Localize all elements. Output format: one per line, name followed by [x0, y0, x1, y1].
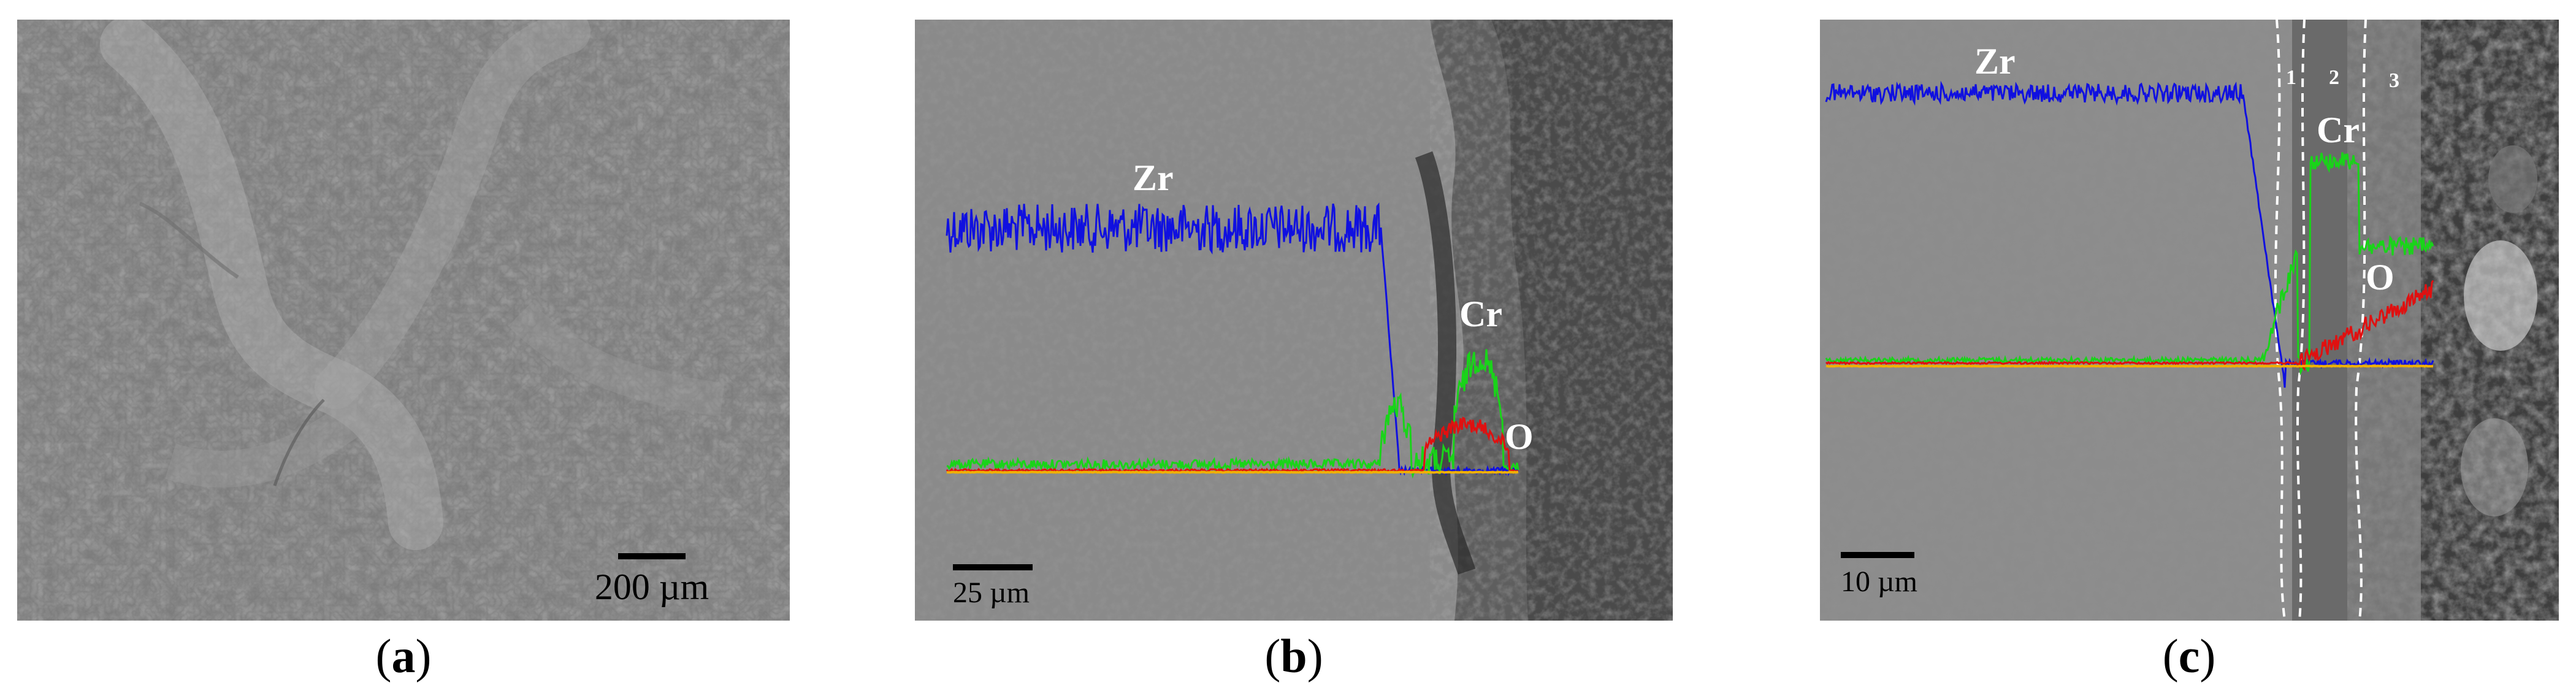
caption-b: (b): [1264, 629, 1323, 683]
scale-bar-label: 25 µm: [953, 576, 1030, 609]
o-label: O: [2366, 257, 2394, 297]
scale-bar-label: 10 µm: [1841, 565, 1917, 598]
o-profile-line: [1825, 280, 2434, 371]
sem-cross-section-b: Zr Cr O 25 µm: [915, 20, 1673, 621]
micrograph-c-svg: 1 2 3 Zr Cr O 10 µm: [1820, 20, 2559, 621]
micrograph-a-svg: 200 µm: [17, 20, 790, 621]
micrograph-b-svg: Zr Cr O 25 µm: [915, 20, 1673, 621]
cr-profile-line: [946, 349, 1519, 479]
scale-bar-line: [953, 564, 1033, 570]
scale-bar-line: [1841, 552, 1914, 558]
sem-surface-micrograph: 200 µm: [17, 20, 790, 621]
caption-a: (a): [375, 629, 432, 683]
eds-line-scan-b: [946, 202, 1519, 479]
cr-profile-line: [1825, 152, 2434, 376]
cr-label: Cr: [1459, 294, 1502, 334]
zr-profile-line: [1825, 80, 2434, 388]
zone-label-1: 1: [2286, 66, 2296, 89]
eds-line-scan-c: [1825, 80, 2434, 388]
baseline-line: [946, 470, 1519, 474]
zone-boundary-3: [2355, 20, 2367, 621]
zr-label: Zr: [1974, 41, 2016, 82]
scale-bar-label: 200 µm: [595, 567, 709, 607]
zone-boundary-2: [2296, 20, 2306, 621]
baseline-line: [1825, 364, 2434, 368]
zone-label-2: 2: [2329, 66, 2339, 89]
scale-bar-line: [618, 553, 686, 559]
o-label: O: [1505, 416, 1534, 457]
caption-c: (c): [2162, 629, 2216, 683]
sem-cross-section-c: 1 2 3 Zr Cr O 10 µm: [1820, 20, 2559, 621]
zone-label-3: 3: [2389, 69, 2399, 92]
zr-label: Zr: [1133, 158, 1174, 198]
cr-label: Cr: [2317, 110, 2360, 150]
